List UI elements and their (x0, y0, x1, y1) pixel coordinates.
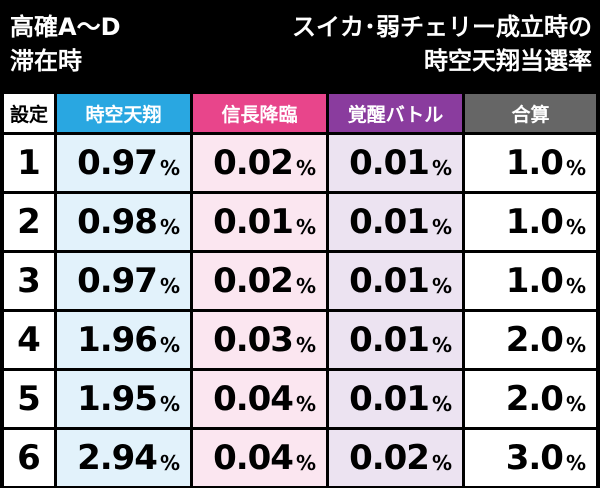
value-number: 0.02 (213, 143, 294, 183)
cell-total: 3.0% (465, 430, 596, 486)
percent-sign: % (431, 156, 452, 180)
cell-jiku-tensho: 0.98% (57, 194, 190, 250)
percent-sign: % (565, 392, 586, 416)
cell-total: 2.0% (465, 312, 596, 368)
percent-sign: % (159, 156, 180, 180)
value-number: 2.94 (77, 438, 158, 478)
value-number: 0.02 (349, 438, 430, 478)
percent-sign: % (565, 451, 586, 475)
value-number: 0.04 (213, 379, 294, 419)
title-line-2: 時空天翔当選率 (424, 47, 592, 75)
cell-nobunaga-korin: 0.02% (193, 135, 326, 191)
cell-jiku-tensho: 0.97% (57, 135, 190, 191)
probability-table: 設定 時空天翔 信長降臨 覚醒バトル 合算 1 0.97% 0.02% 0.01% 1.… (4, 94, 597, 486)
cell-total: 1.0% (465, 135, 596, 191)
cell-kakusei-battle: 0.02% (329, 430, 462, 486)
percent-sign: % (159, 333, 180, 357)
cell-setting: 2 (4, 194, 54, 250)
percent-sign: % (565, 274, 586, 298)
percent-sign: % (431, 333, 452, 357)
cell-jiku-tensho: 1.95% (57, 371, 190, 427)
value-number: 0.04 (213, 438, 294, 478)
value-number: 0.98 (77, 202, 158, 242)
percent-sign: % (565, 215, 586, 239)
cell-total: 2.0% (465, 371, 596, 427)
value-number: 0.01 (349, 143, 430, 183)
column-header-setting: 設定 (4, 94, 54, 132)
value-number: 0.01 (349, 320, 430, 360)
percent-sign: % (431, 451, 452, 475)
table-title: スイカ･弱チェリー成立時の 時空天翔当選率 (292, 10, 592, 78)
value-number: 3.0 (505, 438, 564, 478)
value-number: 1.0 (505, 202, 564, 242)
percent-sign: % (295, 333, 316, 357)
value-number: 0.03 (213, 320, 294, 360)
percent-sign: % (295, 392, 316, 416)
value-number: 2.0 (505, 379, 564, 419)
cell-kakusei-battle: 0.01% (329, 135, 462, 191)
percent-sign: % (295, 451, 316, 475)
column-header-kakusei-battle: 覚醒バトル (329, 94, 462, 132)
percent-sign: % (431, 274, 452, 298)
cell-setting: 3 (4, 253, 54, 309)
column-header-jiku-tensho: 時空天翔 (57, 94, 190, 132)
cell-kakusei-battle: 0.01% (329, 194, 462, 250)
cell-kakusei-battle: 0.01% (329, 371, 462, 427)
cell-jiku-tensho: 2.94% (57, 430, 190, 486)
percent-sign: % (159, 392, 180, 416)
percent-sign: % (295, 215, 316, 239)
condition-line-2: 滞在時 (10, 47, 82, 75)
percent-sign: % (565, 156, 586, 180)
value-number: 0.02 (213, 261, 294, 301)
value-number: 0.97 (77, 261, 158, 301)
cell-nobunaga-korin: 0.02% (193, 253, 326, 309)
condition-label: 高確A～D 滞在時 (10, 10, 121, 78)
value-number: 0.01 (349, 202, 430, 242)
value-number: 1.0 (505, 261, 564, 301)
cell-setting: 4 (4, 312, 54, 368)
percent-sign: % (159, 274, 180, 298)
value-number: 1.0 (505, 143, 564, 183)
percent-sign: % (431, 215, 452, 239)
cell-setting: 5 (4, 371, 54, 427)
cell-jiku-tensho: 1.96% (57, 312, 190, 368)
cell-setting: 1 (4, 135, 54, 191)
value-number: 1.95 (77, 379, 158, 419)
cell-nobunaga-korin: 0.03% (193, 312, 326, 368)
column-header-nobunaga-korin: 信長降臨 (193, 94, 326, 132)
percent-sign: % (295, 274, 316, 298)
cell-kakusei-battle: 0.01% (329, 312, 462, 368)
value-number: 1.96 (77, 320, 158, 360)
cell-nobunaga-korin: 0.04% (193, 430, 326, 486)
percent-sign: % (295, 156, 316, 180)
cell-nobunaga-korin: 0.01% (193, 194, 326, 250)
cell-setting: 6 (4, 430, 54, 486)
percent-sign: % (159, 215, 180, 239)
percent-sign: % (565, 333, 586, 357)
value-number: 0.01 (213, 202, 294, 242)
cell-total: 1.0% (465, 253, 596, 309)
cell-nobunaga-korin: 0.04% (193, 371, 326, 427)
value-number: 2.0 (505, 320, 564, 360)
cell-total: 1.0% (465, 194, 596, 250)
percent-sign: % (431, 392, 452, 416)
column-header-total: 合算 (465, 94, 596, 132)
percent-sign: % (159, 451, 180, 475)
cell-kakusei-battle: 0.01% (329, 253, 462, 309)
cell-jiku-tensho: 0.97% (57, 253, 190, 309)
value-number: 0.01 (349, 379, 430, 419)
value-number: 0.97 (77, 143, 158, 183)
header: 高確A～D 滞在時 スイカ･弱チェリー成立時の 時空天翔当選率 (0, 0, 600, 92)
condition-line-1: 高確A～D (10, 13, 121, 41)
title-line-1: スイカ･弱チェリー成立時の (292, 13, 592, 41)
value-number: 0.01 (349, 261, 430, 301)
